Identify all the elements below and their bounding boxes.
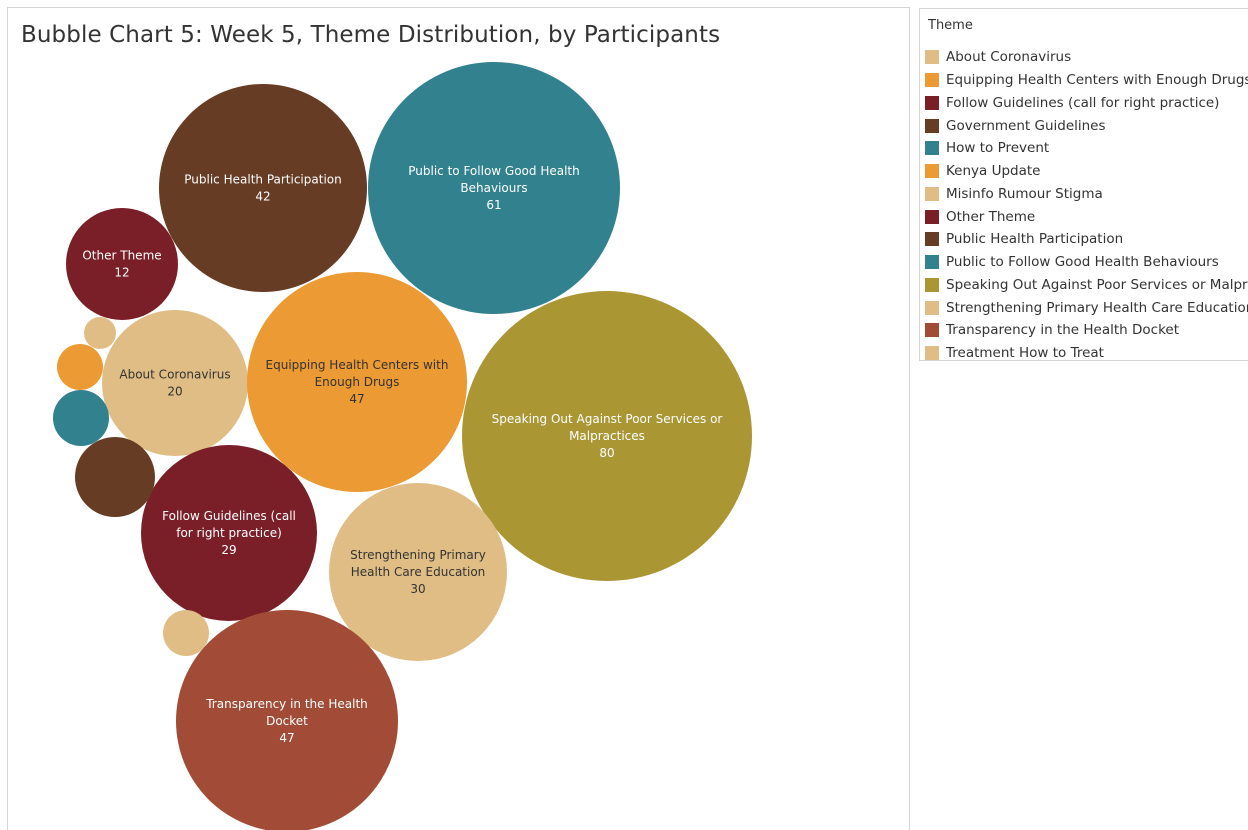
legend-item[interactable]: Other Theme (925, 205, 1248, 228)
legend-swatch (925, 186, 939, 201)
bubble-label: Health Care Education (351, 565, 486, 579)
bubble-circle[interactable] (462, 291, 752, 581)
bubble-value: 20 (167, 385, 182, 399)
bubble[interactable]: Transparency in the Health Docket 47 (176, 610, 398, 830)
legend-label: Follow Guidelines (call for right practi… (946, 94, 1220, 111)
chart-title: Bubble Chart 5: Week 5, Theme Distributi… (21, 22, 721, 48)
legend-swatch (925, 300, 939, 315)
bubble-circle[interactable] (102, 310, 248, 456)
legend-label: Kenya Update (946, 163, 1041, 180)
bubble-chart: Public Health Participation 42 Public to F… (53, 62, 752, 830)
bubble[interactable] (53, 390, 109, 446)
legend-label: Government Guidelines (946, 117, 1106, 134)
bubble-circle[interactable] (75, 437, 155, 517)
bubble-label: Public to Follow Good Health (408, 164, 579, 178)
legend-item[interactable]: Equipping Health Centers with Enough Dru… (925, 69, 1248, 92)
bubble-label: Public Health Participation (184, 173, 341, 187)
legend-swatch (925, 323, 939, 338)
legend-item[interactable]: Strengthening Primary Health Care Educat… (925, 296, 1248, 319)
legend-title: Theme (928, 18, 973, 33)
bubble[interactable]: Follow Guidelines (call for right practic… (141, 445, 317, 621)
bubble[interactable] (57, 344, 103, 390)
bubble-circle[interactable] (66, 208, 178, 320)
bubble[interactable]: Speaking Out Against Poor Services or Mal… (462, 291, 752, 581)
bubble[interactable]: About Coronavirus 20 (102, 310, 248, 456)
legend-label: Public to Follow Good Health Behaviours (946, 254, 1219, 271)
bubble-label: Other Theme (82, 249, 161, 263)
legend-swatch (925, 95, 939, 110)
bubble-circle[interactable] (84, 317, 116, 349)
legend: Theme About Coronavirus Equipping Health … (919, 8, 1248, 361)
legend-item[interactable]: Treatment How to Treat (925, 342, 1248, 365)
bubble-label: for right practice) (176, 526, 282, 540)
legend-item[interactable]: Kenya Update (925, 160, 1248, 183)
legend-list: About Coronavirus Equipping Health Center… (925, 46, 1248, 365)
bubble[interactable] (84, 317, 116, 349)
legend-label: Public Health Participation (946, 231, 1124, 248)
bubble[interactable]: Public to Follow Good Health Behaviours 61 (368, 62, 620, 314)
bubble-label: Transparency in the Health (205, 697, 368, 711)
legend-label: About Coronavirus (946, 49, 1072, 66)
bubble-value: 42 (255, 190, 270, 204)
legend-label: Misinfo Rumour Stigma (946, 185, 1103, 202)
legend-item[interactable]: Misinfo Rumour Stigma (925, 183, 1248, 206)
bubble-value: 47 (279, 731, 294, 745)
legend-swatch (925, 73, 939, 88)
bubble-label: Malpractices (569, 429, 645, 443)
bubble-label: Speaking Out Against Poor Services or (492, 412, 723, 426)
legend-item[interactable]: Transparency in the Health Docket (925, 319, 1248, 342)
legend-swatch (925, 141, 939, 156)
legend-label: Treatment How to Treat (946, 345, 1104, 362)
bubble-circle[interactable] (368, 62, 620, 314)
bubble-circle[interactable] (163, 610, 209, 656)
legend-swatch (925, 209, 939, 224)
legend-item[interactable]: How to Prevent (925, 137, 1248, 160)
legend-item[interactable]: Government Guidelines (925, 114, 1248, 137)
bubble-circle[interactable] (329, 483, 507, 661)
legend-label: Speaking Out Against Poor Services or Ma… (946, 276, 1248, 293)
legend-label: How to Prevent (946, 140, 1050, 157)
legend-swatch (925, 255, 939, 270)
bubble-circle[interactable] (159, 84, 367, 292)
bubble-value: 29 (221, 543, 236, 557)
bubble-value: 30 (410, 582, 425, 596)
bubble[interactable]: Strengthening Primary Health Care Educati… (329, 483, 507, 661)
bubble-circle[interactable] (141, 445, 317, 621)
legend-item[interactable]: Public to Follow Good Health Behaviours (925, 251, 1248, 274)
legend-label: Other Theme (946, 208, 1036, 225)
bubble[interactable] (75, 437, 155, 517)
bubble-value: 80 (599, 446, 614, 460)
legend-swatch (925, 164, 939, 179)
legend-label: Equipping Health Centers with Enough Dru… (946, 72, 1248, 89)
legend-swatch (925, 346, 939, 361)
bubble-circle[interactable] (57, 344, 103, 390)
bubble-circle[interactable] (176, 610, 398, 830)
legend-label: Strengthening Primary Health Care Educat… (946, 299, 1248, 316)
bubble-label: Behaviours (460, 181, 527, 195)
bubble[interactable] (163, 610, 209, 656)
bubble-value: 47 (349, 392, 364, 406)
bubble-label: About Coronavirus (119, 368, 230, 382)
bubble[interactable]: Public Health Participation 42 (159, 84, 367, 292)
bubble-label: Enough Drugs (315, 375, 400, 389)
legend-item[interactable]: Follow Guidelines (call for right practi… (925, 92, 1248, 115)
legend-swatch (925, 50, 939, 65)
legend-swatch (925, 277, 939, 292)
legend-item[interactable]: Public Health Participation (925, 228, 1248, 251)
legend-swatch (925, 118, 939, 133)
bubble-label: Equipping Health Centers with (266, 358, 449, 372)
legend-swatch (925, 232, 939, 247)
legend-item[interactable]: Speaking Out Against Poor Services or Ma… (925, 274, 1248, 297)
bubble[interactable]: Equipping Health Centers with Enough Drug… (247, 272, 467, 492)
bubble-value: 12 (114, 266, 129, 280)
bubble-label: Docket (266, 714, 308, 728)
legend-item[interactable]: About Coronavirus (925, 46, 1248, 69)
bubble-value: 61 (486, 198, 501, 212)
bubble-circle[interactable] (247, 272, 467, 492)
bubble-label: Strengthening Primary (350, 548, 486, 562)
bubble-label: Follow Guidelines (call (162, 509, 296, 523)
bubble[interactable]: Other Theme 12 (66, 208, 178, 320)
bubble-circle[interactable] (53, 390, 109, 446)
legend-label: Transparency in the Health Docket (946, 322, 1180, 339)
